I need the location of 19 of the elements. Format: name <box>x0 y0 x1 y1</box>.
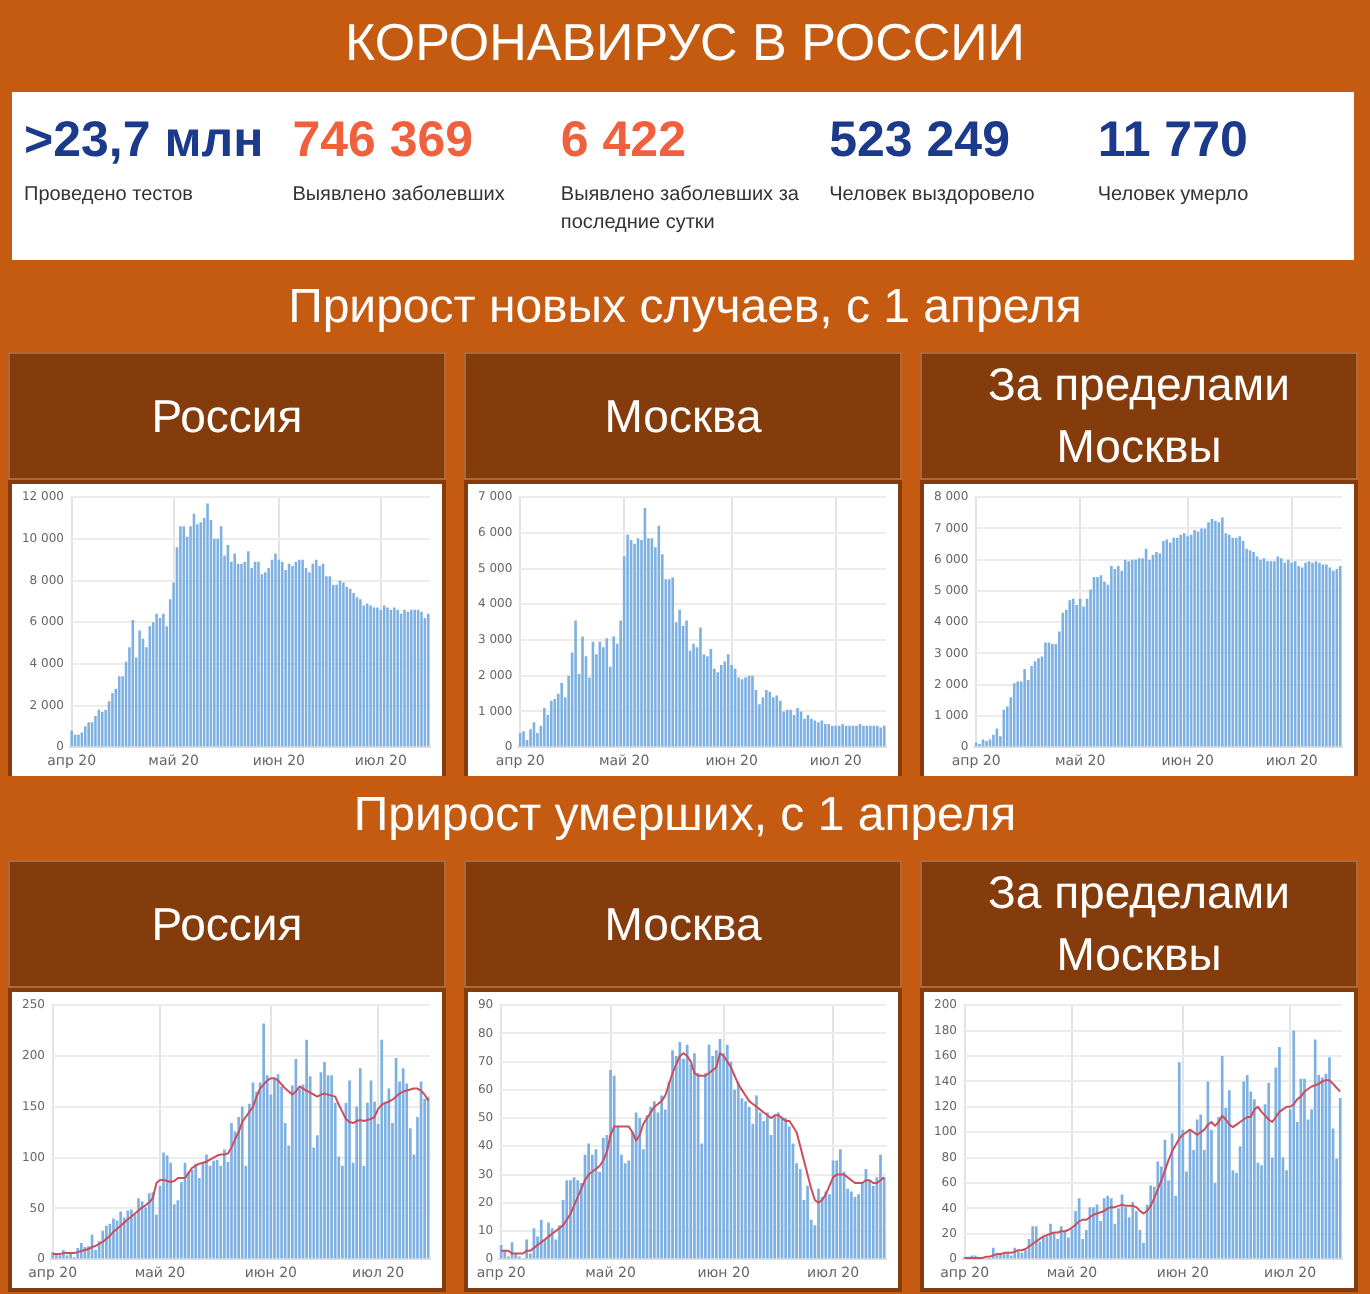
text: 746 369 <box>292 112 474 168</box>
category-label: Человек выздоровело <box>829 182 1037 210</box>
text: КОРОНАВИРУС В РОССИИ <box>0 0 1370 84</box>
text: 11 770 <box>1097 112 1248 168</box>
chart-subtitle: Прирост умерших, с 1 апреля <box>0 776 1370 856</box>
chart-title: Россия <box>8 860 446 988</box>
text: 523 249 <box>829 112 1010 168</box>
chart-title: Москва <box>464 352 902 480</box>
category-label: Выявлено заболевших <box>292 182 507 210</box>
chart-title: За пределами Москвы <box>920 860 1358 988</box>
text: >23,7 млн <box>24 112 264 168</box>
category-label: Проведено тестов <box>24 182 195 210</box>
text: Прирост новых случаев, с 1 апреля <box>0 268 1370 348</box>
category-label: Человек умерло <box>1097 182 1251 210</box>
category-label: Выявлено заболевших за последние сутки <box>560 182 801 238</box>
chart-title: Россия <box>8 352 446 480</box>
chart-title: Москва <box>464 860 902 988</box>
chart-title: За пределами Москвы <box>920 352 1358 480</box>
text: 6 422 <box>560 112 686 168</box>
